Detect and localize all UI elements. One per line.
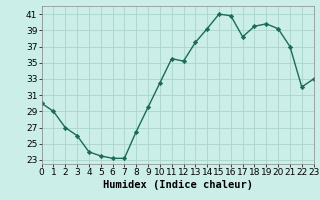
X-axis label: Humidex (Indice chaleur): Humidex (Indice chaleur) (103, 180, 252, 190)
